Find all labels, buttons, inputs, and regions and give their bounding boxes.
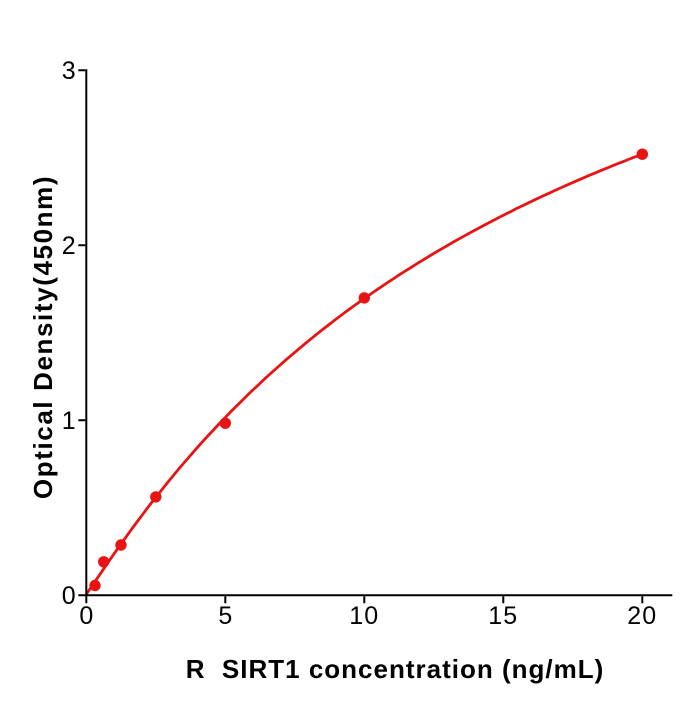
svg-text:10: 10 bbox=[349, 602, 379, 630]
svg-text:5: 5 bbox=[218, 602, 232, 630]
svg-text:15: 15 bbox=[488, 602, 518, 630]
svg-text:Optical Density(450nm): Optical Density(450nm) bbox=[28, 175, 58, 499]
svg-text:0: 0 bbox=[62, 582, 76, 610]
svg-text:0: 0 bbox=[79, 602, 93, 630]
svg-text:2: 2 bbox=[62, 232, 76, 260]
svg-text:1: 1 bbox=[62, 407, 76, 435]
svg-text:20: 20 bbox=[627, 602, 657, 630]
svg-text:R SIRT1 concentration (ng/mL): R SIRT1 concentration (ng/mL) bbox=[186, 654, 605, 684]
svg-text:3: 3 bbox=[62, 57, 76, 85]
